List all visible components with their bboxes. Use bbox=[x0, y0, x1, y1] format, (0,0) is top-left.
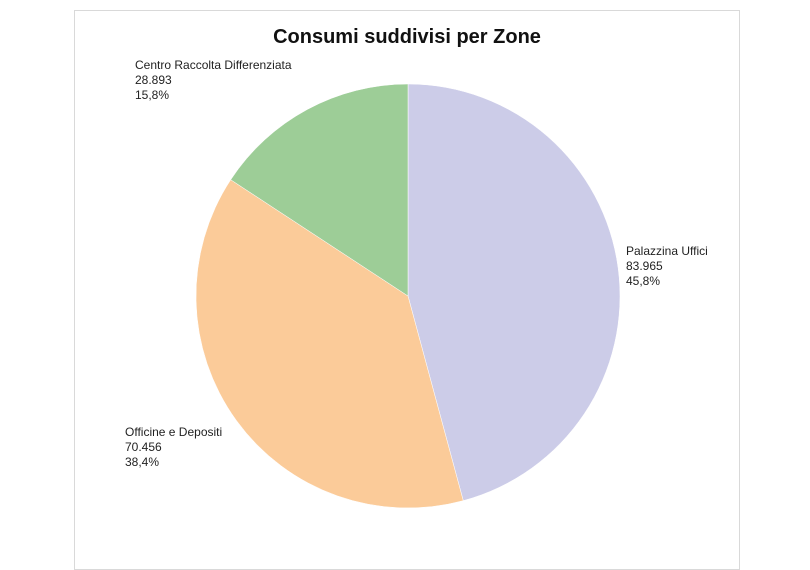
slice-percent: 38,4% bbox=[125, 455, 160, 469]
slice-percent: 45,8% bbox=[626, 274, 661, 288]
slice-value: 70.456 bbox=[125, 440, 162, 454]
slice-name: Centro Raccolta Differenziata bbox=[135, 58, 292, 72]
slice-value: 83.965 bbox=[626, 259, 663, 273]
slice-name: Officine e Depositi bbox=[125, 425, 223, 439]
chart-title: Consumi suddivisi per Zone bbox=[273, 26, 541, 48]
slice-name: Palazzina Uffici bbox=[626, 244, 708, 258]
pie-slice-officine-e-depositi bbox=[195, 179, 464, 509]
slice-value: 28.893 bbox=[135, 73, 172, 87]
slice-label-officine-e-depositi: Officine e Depositi 70.456 38,4% bbox=[125, 425, 222, 470]
slice-percent: 15,8% bbox=[135, 88, 170, 102]
pie-slice-palazzina-uffici bbox=[407, 83, 621, 501]
slice-label-centro-raccolta-differenziata: Centro Raccolta Differenziata 28.893 15,… bbox=[135, 58, 292, 103]
pie-chart bbox=[195, 83, 621, 509]
slice-label-palazzina-uffici: Palazzina Uffici 83.965 45,8% bbox=[626, 244, 708, 289]
pie-slice-centro-raccolta-differenziata bbox=[230, 83, 409, 297]
